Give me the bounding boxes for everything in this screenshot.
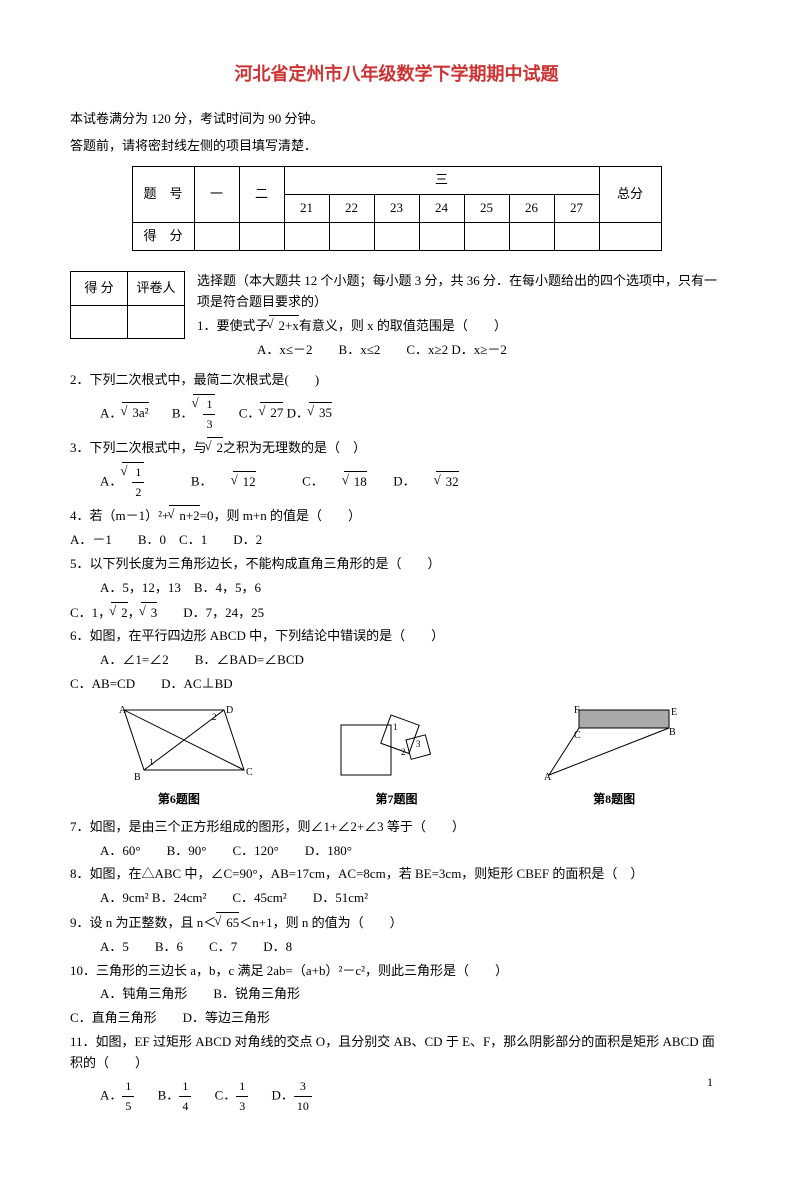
q9-opts: A．5 B．6 C．7 D．8: [70, 937, 723, 958]
th-score: 得 分: [132, 222, 194, 250]
q4: 4．若（m－1）²+n+2=0，则 m+n 的值是（ ）: [70, 505, 723, 527]
intro-1: 本试卷满分为 120 分，考试时间为 90 分钟。: [70, 109, 723, 130]
intro-2: 答题前，请将密封线左侧的项目填写清楚．: [70, 136, 723, 157]
score-table: 题 号 一 二 三 总分 21 22 23 24 25 26 27 得 分: [132, 166, 662, 250]
svg-text:B: B: [669, 727, 676, 738]
svg-text:3: 3: [416, 739, 421, 749]
q2: 2．下列二次根式中，最简二次根式是( ): [70, 370, 723, 391]
col-27: 27: [554, 195, 599, 223]
q3-opts: A．12 B．12 C．18 D．32: [70, 462, 723, 502]
col-22: 22: [329, 195, 374, 223]
box-grader: 评卷人: [128, 271, 185, 305]
page-title: 河北省定州市八年级数学下学期期中试题: [70, 60, 723, 89]
th-2: 二: [239, 167, 284, 223]
section-1: 选择题（本大题共 12 个小题；每小题 3 分，共 36 分．在每小题给出的四个…: [197, 271, 723, 313]
q10: 10．三角形的三边长 a，b，c 满足 2ab=（a+b）²－c²，则此三角形是…: [70, 961, 723, 982]
q11: 11．如图，EF 过矩形 ABCD 对角线的交点 O，且分别交 AB、CD 于 …: [70, 1032, 723, 1074]
th-num: 题 号: [132, 167, 194, 223]
col-25: 25: [464, 195, 509, 223]
q10-opts2: C．直角三角形 D．等边三角形: [70, 1008, 723, 1029]
figure-6: A D B C 1 2: [104, 705, 264, 785]
svg-text:A: A: [119, 705, 127, 716]
q1-opts: A．x≤－2 B．x≤2 C．x≥2 D．x≥－2: [197, 340, 723, 361]
q5-opts1: A．5，12，13 B．4，5，6: [70, 578, 723, 599]
q6-opts1: A．∠1=∠2 B．∠BAD=∠BCD: [70, 650, 723, 671]
q5-opts2: C．1，2，3 D．7，24，25: [70, 602, 723, 624]
svg-text:1: 1: [393, 722, 398, 732]
q8: 8．如图，在△ABC 中，∠C=90°，AB=17cm，AC=8cm，若 BE=…: [70, 864, 723, 885]
figures-row: A D B C 1 2 1 2 3 A C B F E: [70, 705, 723, 785]
col-24: 24: [419, 195, 464, 223]
svg-text:2: 2: [401, 747, 406, 757]
q10-opts1: A．钝角三角形 B．锐角三角形: [70, 984, 723, 1005]
figure-7: 1 2 3: [331, 705, 471, 785]
svg-text:F: F: [574, 705, 580, 716]
svg-text:C: C: [574, 730, 581, 741]
col-23: 23: [374, 195, 419, 223]
q9: 9．设 n 为正整数，且 n＜65＜n+1，则 n 的值为（ ）: [70, 912, 723, 934]
svg-text:A: A: [544, 772, 552, 783]
page-number: 1: [707, 1073, 713, 1092]
q11-opts: A．15 B．14 C．13 D．310: [70, 1077, 723, 1116]
th-3: 三: [284, 167, 599, 195]
q3: 3．下列二次根式中，与2之积为无理数的是（ ）: [70, 437, 723, 459]
q2-opts: A．3a² B．13 C．27 D．35: [70, 394, 723, 434]
q1: 1．要使式子2+x有意义，则 x 的取值范围是（ ）: [197, 315, 723, 337]
q7: 7．如图，是由三个正方形组成的图形，则∠1+∠2+∠3 等于（ ）: [70, 817, 723, 838]
box-score: 得 分: [71, 271, 128, 305]
q5: 5．以下列长度为三角形边长，不能构成直角三角形的是（ ）: [70, 554, 723, 575]
svg-text:2: 2: [212, 712, 217, 722]
q8-opts: A．9cm² B．24cm² C．45cm² D．51cm²: [70, 888, 723, 909]
q7-opts: A．60° B．90° C．120° D．180°: [70, 841, 723, 862]
col-26: 26: [509, 195, 554, 223]
svg-text:D: D: [226, 705, 233, 716]
q4-opts: A．－1 B．0 C．1 D．2: [70, 530, 723, 551]
svg-text:C: C: [246, 767, 253, 778]
grader-box: 得 分 评卷人: [70, 271, 185, 340]
q6: 6．如图，在平行四边形 ABCD 中，下列结论中错误的是（ ）: [70, 626, 723, 647]
svg-text:E: E: [671, 707, 677, 718]
figure-labels: 第6题图 第7题图 第8题图: [70, 790, 723, 809]
th-1: 一: [194, 167, 239, 223]
col-21: 21: [284, 195, 329, 223]
th-total: 总分: [599, 167, 661, 223]
q6-opts2: C．AB=CD D．AC⊥BD: [70, 674, 723, 695]
svg-text:1: 1: [149, 757, 154, 767]
svg-text:B: B: [134, 772, 141, 783]
figure-8: A C B F E: [539, 705, 689, 785]
